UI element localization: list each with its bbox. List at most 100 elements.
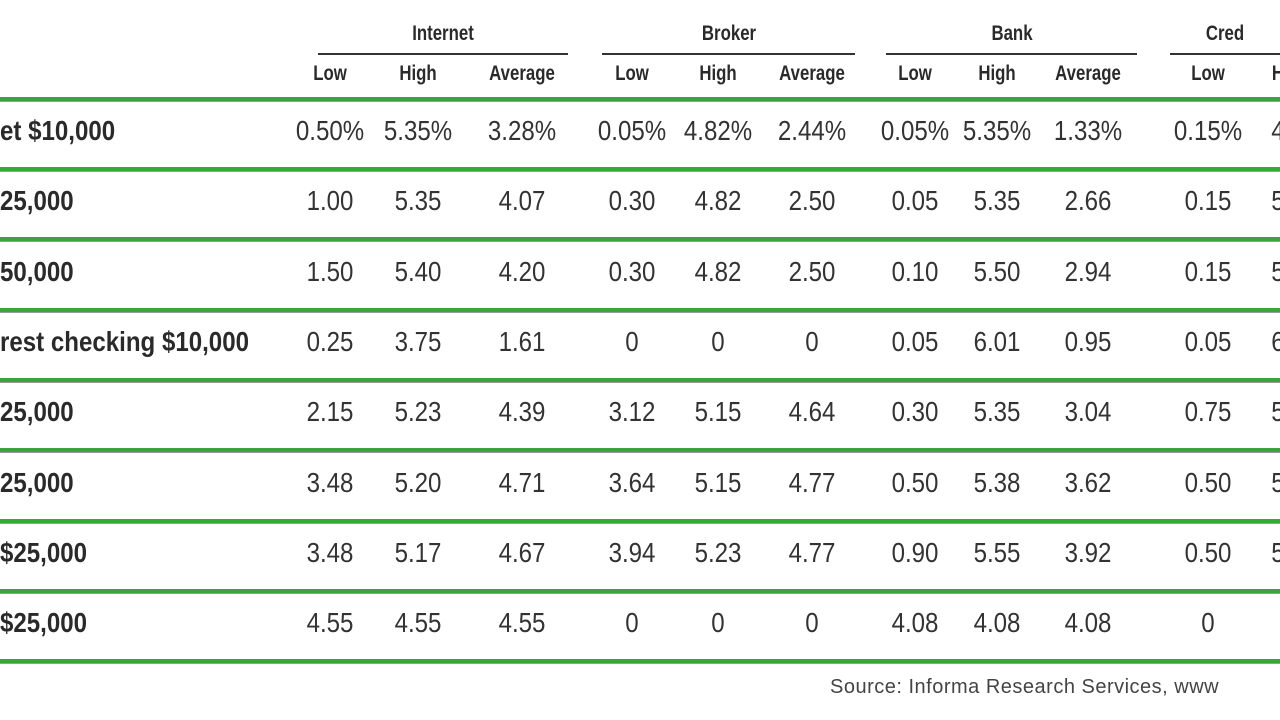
column-header: High <box>399 62 437 85</box>
row-divider <box>0 659 1280 665</box>
row-label: rest checking $10,000 <box>0 325 249 357</box>
cell: 0 <box>625 607 639 639</box>
cell: 5.38 <box>973 466 1021 498</box>
column-header: Average <box>1055 62 1121 85</box>
cell: 3.64 <box>608 466 656 498</box>
cell: 0.05% <box>597 115 667 146</box>
cell: 4.77 <box>788 466 836 498</box>
cell: 0.15% <box>1173 115 1243 146</box>
cell: 4.64 <box>788 396 836 428</box>
cell: 2.50 <box>788 185 836 217</box>
cell: 0.30 <box>608 185 656 217</box>
row-divider <box>0 588 1280 594</box>
cell: 4.55 <box>394 607 442 639</box>
cell: 3.48 <box>306 466 354 498</box>
cell: 4.82 <box>694 255 742 287</box>
cell: 3.62 <box>1064 466 1112 498</box>
column-header: High <box>699 62 737 85</box>
source-note: Source: Informa Research Services, www <box>830 676 1220 698</box>
cell: 0.95 <box>1064 325 1112 357</box>
cell: 4.71 <box>498 466 546 498</box>
cell: 5.23 <box>694 536 742 568</box>
cell: 0 <box>625 325 639 357</box>
row-label: $25,000 <box>0 607 88 639</box>
cell: 2.44% <box>777 115 847 146</box>
cell: 4.08 <box>1064 607 1112 639</box>
cell: 5.15 <box>694 396 742 428</box>
cell: 0.75 <box>1184 396 1232 428</box>
group-header: Bank <box>990 22 1033 45</box>
group-header: Internet <box>412 22 474 45</box>
cell: 0.50% <box>295 115 365 146</box>
cell: 6 <box>1271 326 1280 358</box>
cell: 1.00 <box>306 185 354 217</box>
cell: 5.20 <box>394 466 442 498</box>
row-divider <box>0 237 1280 243</box>
cell: 5 <box>1271 396 1280 428</box>
row-divider <box>0 97 1280 102</box>
cell: 2.15 <box>306 396 354 428</box>
cell: 4.82% <box>683 115 753 146</box>
group-header: Broker <box>701 22 756 45</box>
group-header: Cred <box>1205 22 1245 45</box>
cell: 0.10 <box>891 255 939 287</box>
cell: 4.08 <box>891 607 939 639</box>
cell: 4 <box>1271 115 1280 147</box>
cell: 5.35% <box>383 115 453 146</box>
row-label: et $10,000 <box>0 115 116 146</box>
cell: 5.17 <box>394 536 442 568</box>
column-header: Low <box>1191 62 1225 85</box>
row-label: $25,000 <box>0 536 88 568</box>
group-rule <box>602 53 855 55</box>
cell: 5 <box>1271 185 1280 217</box>
cell: 0 <box>711 607 725 639</box>
cell: 4.20 <box>498 255 546 287</box>
row-divider <box>0 448 1280 454</box>
cell: 4.82 <box>694 185 742 217</box>
column-header: Low <box>898 62 932 85</box>
column-header: Low <box>313 62 347 85</box>
cell: 0.05 <box>891 325 939 357</box>
cell: 0.50 <box>1184 466 1232 498</box>
cell: 5.35 <box>973 185 1021 217</box>
group-rule <box>1170 53 1280 55</box>
cell: 5.15 <box>694 466 742 498</box>
cell: 2.94 <box>1064 255 1112 287</box>
cell: 3.12 <box>608 396 656 428</box>
row-divider <box>0 307 1280 313</box>
cell: 5.35 <box>394 185 442 217</box>
column-header: H <box>1272 62 1280 86</box>
group-rule <box>886 53 1137 55</box>
cell: 5.35 <box>973 396 1021 428</box>
cell: 0.05 <box>1184 325 1232 357</box>
row-divider <box>0 167 1280 172</box>
cell: 3.28% <box>487 115 557 146</box>
cell: 0.50 <box>891 466 939 498</box>
cell: 0.15 <box>1184 185 1232 217</box>
cell: 0.30 <box>608 255 656 287</box>
cell: 1.33% <box>1053 115 1123 146</box>
group-rule <box>318 53 568 55</box>
cell: 5.35% <box>962 115 1032 146</box>
cell: 0.50 <box>1184 536 1232 568</box>
cell: 1.50 <box>306 255 354 287</box>
cell: 5 <box>1271 537 1280 569</box>
column-header: High <box>978 62 1016 85</box>
cell: 0 <box>805 607 819 639</box>
cell: 3.04 <box>1064 396 1112 428</box>
cell: 5.23 <box>394 396 442 428</box>
cell: 5.40 <box>394 255 442 287</box>
cell: 5.50 <box>973 255 1021 287</box>
cell: 0.30 <box>891 396 939 428</box>
cell: 5 <box>1271 256 1280 288</box>
row-divider <box>0 377 1280 383</box>
cell: 2.50 <box>788 255 836 287</box>
row-label: 25,000 <box>0 185 74 217</box>
cell: 2.66 <box>1064 185 1112 217</box>
cell: 0.05% <box>880 115 950 146</box>
column-header: Average <box>779 62 845 85</box>
cell: 0.15 <box>1184 255 1232 287</box>
cell: 5.55 <box>973 536 1021 568</box>
row-label: 25,000 <box>0 466 74 498</box>
column-header: Low <box>615 62 649 85</box>
